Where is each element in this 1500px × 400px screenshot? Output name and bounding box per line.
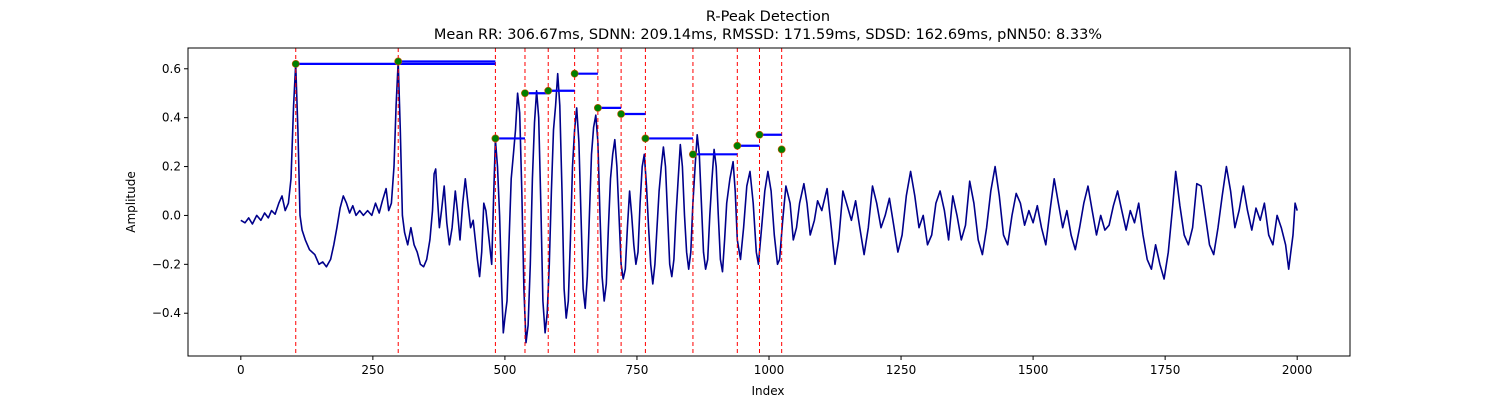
- peak-marker-4: [544, 86, 553, 95]
- peak-marker-6: [593, 103, 602, 112]
- peak-marker-1: [394, 57, 403, 66]
- peak-marker-11: [755, 130, 764, 139]
- x-tick-label-5: 1250: [886, 363, 917, 377]
- peak-marker-5: [570, 69, 579, 78]
- peak-marker-9: [689, 150, 697, 159]
- y-axis-label: Amplitude: [124, 171, 138, 233]
- y-tick-label-5: 0.6: [162, 62, 181, 76]
- peak-marker-8: [641, 134, 650, 143]
- peak-marker-2: [491, 134, 500, 143]
- x-tick-label-0: 0: [237, 363, 245, 377]
- y-tick-label-2: 0.0: [162, 208, 181, 222]
- y-tick-label-0: −0.4: [152, 306, 181, 320]
- peak-marker-7: [617, 110, 626, 118]
- x-tick-label-7: 1750: [1150, 363, 1181, 377]
- plot-area: [240, 48, 1298, 356]
- x-tick-label-3: 750: [626, 363, 649, 377]
- x-tick-label-4: 1000: [754, 363, 785, 377]
- x-tick-label-1: 250: [361, 363, 384, 377]
- y-tick-label-3: 0.2: [162, 160, 181, 174]
- plot-frame: [187, 47, 1351, 357]
- peak-marker-12: [777, 145, 786, 154]
- y-tick-label-4: 0.4: [162, 111, 181, 125]
- y-tick-label-1: −0.2: [152, 257, 181, 271]
- axis-ticks: 0 250 500 750 1000 1250 1500 1750 2000 −0.4 −0.2 0.…: [152, 62, 1313, 377]
- ecg-signal-line: [240, 60, 1298, 344]
- peak-marker-0: [291, 59, 300, 68]
- peak-marker-10: [733, 141, 742, 150]
- chart-subtitle: Mean RR: 306.67ms, SDNN: 209.14ms, RMSSD…: [434, 27, 1102, 43]
- x-axis-label: Index: [751, 384, 784, 398]
- peak-marker-3: [521, 89, 529, 98]
- x-tick-label-8: 2000: [1282, 363, 1313, 377]
- chart-title: R-Peak Detection: [706, 9, 830, 25]
- x-tick-label-2: 500: [493, 363, 516, 377]
- x-tick-label-6: 1500: [1018, 363, 1049, 377]
